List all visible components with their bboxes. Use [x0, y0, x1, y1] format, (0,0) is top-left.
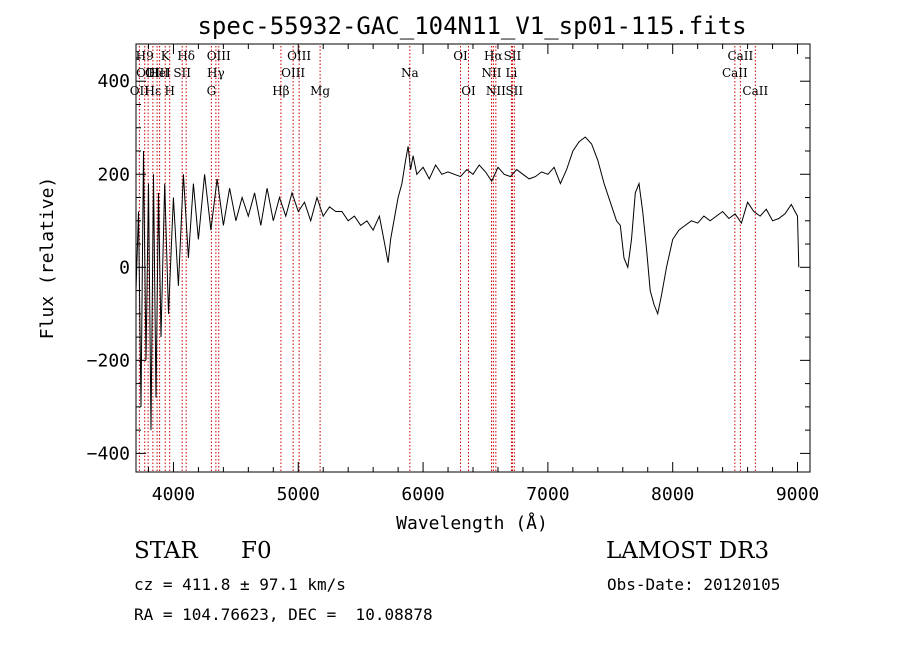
y-tick-label: 200 [97, 164, 130, 185]
redshift-value: cz = 411.8 ± 97.1 km/s [134, 575, 346, 594]
coordinates: RA = 104.76623, DEC = 10.08878 [134, 605, 433, 624]
x-tick-label: 8000 [651, 484, 694, 505]
line-marker-label: Hβ [272, 84, 289, 98]
line-marker-label: Na [401, 66, 419, 80]
line-marker-label: Li [506, 66, 518, 80]
line-marker-label: H9 [136, 49, 154, 63]
line-marker-label: OII [130, 84, 150, 98]
x-tick-label: 7000 [526, 484, 569, 505]
y-tick-label: −200 [87, 350, 130, 371]
x-axis-label: Wavelength (Å) [396, 512, 548, 534]
line-marker-label: Mg [310, 84, 330, 98]
chart-title: spec-55932-GAC_104N11_V1_sp01-115.fits [197, 12, 746, 40]
x-tick-label: 4000 [152, 484, 195, 505]
line-marker-label: OIII [136, 66, 160, 80]
line-marker-label: Hε [145, 84, 162, 98]
line-marker-label: OIII [281, 66, 305, 80]
y-axis-ticks: −400 −200 0 200 400 [87, 57, 810, 464]
line-marker-label: SII [504, 49, 522, 63]
line-marker-label: Hγ [207, 66, 225, 80]
line-marker-label: SII [173, 66, 191, 80]
y-axis-label: Flux (relative) [37, 177, 58, 340]
x-tick-label: 9000 [776, 484, 819, 505]
line-marker-label: G [207, 84, 217, 98]
line-marker-label: CaII [742, 84, 768, 98]
line-marker-label: OI [453, 49, 468, 63]
line-marker-label: NII [486, 84, 506, 98]
object-class: STAR [134, 538, 198, 564]
x-tick-label: 5000 [277, 484, 320, 505]
line-marker-label: NII [481, 66, 501, 80]
x-axis-ticks: 4000 5000 6000 7000 8000 9000 [147, 44, 819, 505]
observation-date: Obs-Date: 20120105 [607, 575, 781, 594]
line-markers [138, 46, 756, 472]
line-marker-label: OIII [145, 66, 169, 80]
y-tick-label: 0 [119, 257, 130, 278]
line-marker-label: Hδ [177, 49, 195, 63]
object-subclass: F0 [241, 538, 272, 564]
plot-frame [135, 43, 811, 473]
line-marker-label: OIII [287, 49, 311, 63]
line-marker-labels: OIIH9OIIIHεOIIIHeIKHSIIHδGHγOIIIHβOIIIOI… [130, 49, 769, 98]
line-marker-label: OI [461, 84, 476, 98]
y-tick-label: −400 [87, 443, 130, 464]
line-marker-label: Hα [484, 49, 503, 63]
line-marker-label: H [164, 84, 174, 98]
x-tick-label: 6000 [401, 484, 444, 505]
line-marker-label: HeI [148, 66, 171, 80]
line-marker-label: K [161, 49, 171, 63]
line-marker-label: CaII [722, 66, 748, 80]
line-marker-label: CaII [727, 49, 753, 63]
survey-name: LAMOST DR3 [606, 538, 770, 564]
line-marker-label: OIII [207, 49, 231, 63]
line-marker-label: SII [505, 84, 523, 98]
y-tick-label: 400 [97, 71, 130, 92]
spectrum-line [135, 136, 800, 431]
